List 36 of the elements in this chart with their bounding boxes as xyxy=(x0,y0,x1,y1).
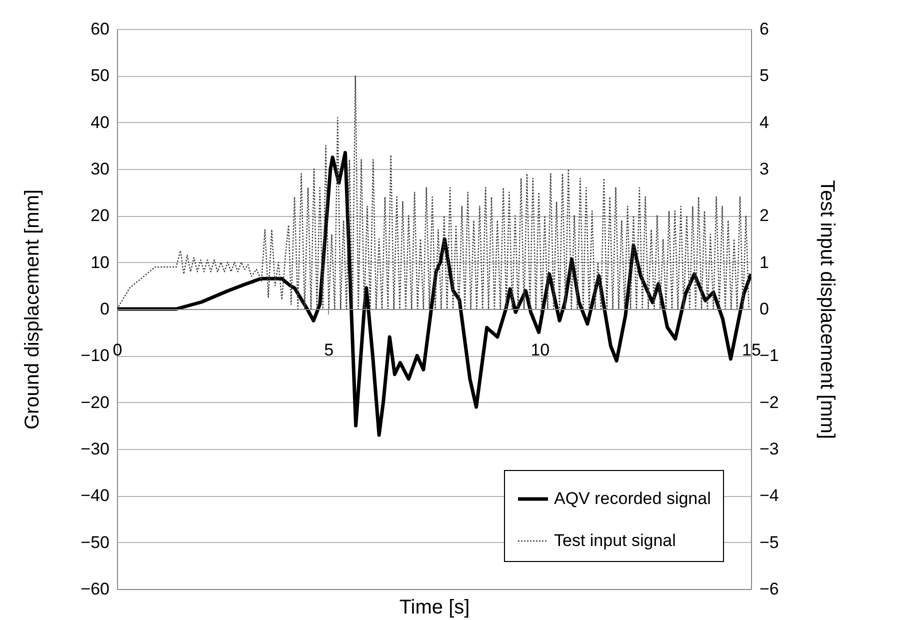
line-series xyxy=(117,75,750,310)
x-axis-title: Time [s] xyxy=(399,596,470,618)
y-tick-label: −20 xyxy=(80,392,110,412)
y-tick-label: 60 xyxy=(90,20,110,38)
y2-tick-label: 3 xyxy=(760,160,769,178)
y2-tick-label: 0 xyxy=(760,300,769,318)
y2-axis-title: Test input displacement [mm] xyxy=(816,180,838,439)
y-axis-title: Ground displacement [mm] xyxy=(22,189,44,430)
y-tick-label: 10 xyxy=(90,252,110,272)
y2-tick-label: 5 xyxy=(760,66,769,86)
y-tick-label: 0 xyxy=(100,300,110,318)
y-tick-label: −60 xyxy=(80,580,110,598)
x-tick-label: 5 xyxy=(324,340,334,360)
y2-tick-label: 1 xyxy=(760,252,769,272)
y-tick-label: 50 xyxy=(90,66,110,86)
y2-tick-label: −3 xyxy=(760,440,779,458)
y2-tick-label: −5 xyxy=(760,532,779,552)
y2-tick-label: −4 xyxy=(760,486,779,506)
x-tick-label: 10 xyxy=(530,340,550,360)
y2-tick-label: 2 xyxy=(760,206,769,226)
y-tick-label: −40 xyxy=(80,486,110,506)
y2-tick-label: 4 xyxy=(760,112,769,132)
y-tick-label: −30 xyxy=(80,440,110,458)
y2-tick-label: −6 xyxy=(760,580,779,598)
x-tick-label: 15 xyxy=(742,340,761,360)
y-tick-label: −50 xyxy=(80,532,110,552)
y-tick-label: 40 xyxy=(90,112,110,132)
legend-label: Test input signal xyxy=(554,531,676,550)
y2-tick-label: −1 xyxy=(760,346,779,366)
y2-tick-label: 6 xyxy=(760,20,769,38)
y-tick-label: −10 xyxy=(80,346,110,366)
y-tick-label: 30 xyxy=(90,160,110,178)
legend-label: AQV recorded signal xyxy=(554,489,711,508)
y2-tick-label: −2 xyxy=(760,392,779,412)
y-tick-label: 20 xyxy=(90,206,110,226)
x-tick-label: 0 xyxy=(112,340,122,360)
